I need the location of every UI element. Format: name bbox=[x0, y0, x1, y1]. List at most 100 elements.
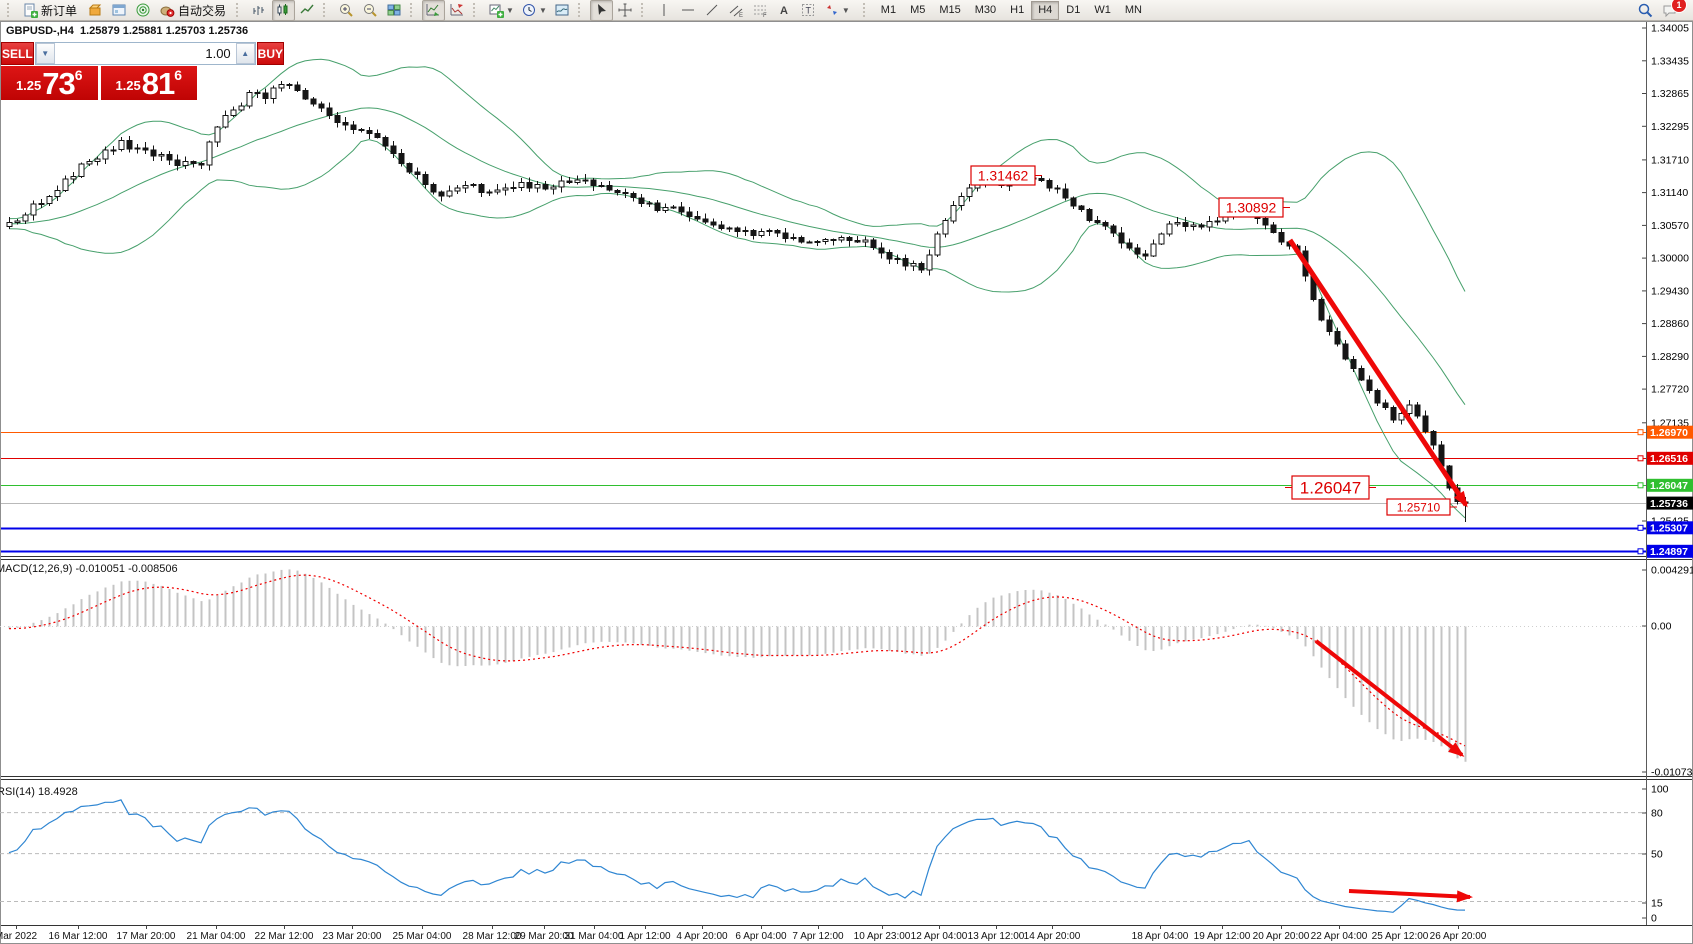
textA-icon: A bbox=[780, 5, 788, 17]
bug-icon bbox=[160, 6, 175, 17]
toolbar-separator bbox=[862, 3, 871, 17]
svg-text:1.24897: 1.24897 bbox=[1650, 546, 1688, 558]
svg-text:14 Apr 20:00: 14 Apr 20:00 bbox=[1024, 931, 1081, 942]
red-arrow-1[interactable] bbox=[1287, 238, 1469, 508]
market-watch-button[interactable] bbox=[84, 0, 107, 21]
annotation-box-1.25710[interactable] bbox=[1386, 498, 1451, 516]
timeframe-m1-button[interactable]: M1 bbox=[880, 4, 897, 16]
price-tag-1.25307 bbox=[1647, 521, 1693, 535]
svg-text:1.30570: 1.30570 bbox=[1651, 220, 1689, 232]
buy-button[interactable]: BUY bbox=[256, 42, 285, 65]
tile-windows-button[interactable] bbox=[383, 0, 406, 21]
price-axis: 1.34005 1.33435 1.32865 1.32295 1.31710 1.311… bbox=[1637, 23, 1693, 558]
equidistant-channel-button[interactable]: E bbox=[725, 0, 748, 21]
timeframe-m5-button[interactable]: M5 bbox=[910, 4, 926, 16]
svg-text:1.33435: 1.33435 bbox=[1651, 55, 1689, 67]
svg-text:29 Mar 20:00: 29 Mar 20:00 bbox=[515, 931, 574, 942]
main-toolbar: 新订单 自动交易 ▼ ▼ E F A T ▼ M1 M5 M15 M30 H1 H4 D1 W1 MN 1 bbox=[0, 0, 1693, 21]
candlestick-chart-button[interactable] bbox=[272, 0, 296, 21]
new-order-button[interactable]: 新订单 bbox=[19, 0, 83, 21]
annotation-box-1.31462[interactable] bbox=[970, 165, 1036, 186]
data-window-button[interactable] bbox=[108, 0, 131, 21]
price-annotations[interactable]: 1.31462 1.30892 1.26047 1.25710 bbox=[970, 165, 1457, 516]
fibonacci-button[interactable]: F bbox=[749, 0, 772, 21]
volume-increase-button[interactable]: ▲ bbox=[235, 43, 255, 64]
volume-decrease-button[interactable]: ▼ bbox=[35, 43, 55, 64]
svg-text:F: F bbox=[763, 13, 767, 19]
add-indicator-button[interactable]: ▼ bbox=[485, 0, 517, 21]
svg-text:1.27720: 1.27720 bbox=[1651, 384, 1689, 396]
hline-icon bbox=[681, 9, 694, 10]
navigator-button[interactable] bbox=[132, 0, 155, 21]
svg-text:1.32295: 1.32295 bbox=[1651, 121, 1689, 133]
volume-input[interactable] bbox=[54, 43, 236, 64]
svg-text:18 Apr 04:00: 18 Apr 04:00 bbox=[1132, 931, 1189, 942]
timeframe-d1-button[interactable]: D1 bbox=[1066, 4, 1081, 16]
timeframe-mn-button[interactable]: MN bbox=[1124, 4, 1142, 16]
volume-spinner: ▼ ▲ bbox=[34, 42, 256, 65]
svg-text:1 Apr 12:00: 1 Apr 12:00 bbox=[619, 931, 671, 942]
candles-icon bbox=[277, 3, 288, 15]
svg-text:1.34005: 1.34005 bbox=[1651, 23, 1689, 35]
zoom-in-button[interactable] bbox=[335, 0, 358, 21]
line-chart-button[interactable] bbox=[296, 0, 319, 21]
indicator-windows-button[interactable] bbox=[446, 0, 469, 21]
vertical-line-button[interactable] bbox=[653, 0, 676, 21]
buy-price-big: 81 bbox=[141, 66, 175, 101]
svg-text:1.30000: 1.30000 bbox=[1651, 253, 1689, 265]
buy-price-display[interactable]: 1.25 81 6 bbox=[100, 66, 197, 101]
text-button[interactable]: A bbox=[773, 0, 796, 21]
svg-text:13 Apr 12:00: 13 Apr 12:00 bbox=[968, 931, 1025, 942]
time-axis: Mar 2022 16 Mar 12:00 17 Mar 20:00 21 Mar 0… bbox=[0, 925, 1487, 942]
notification-badge: 1 bbox=[1671, 0, 1687, 13]
text-label-button[interactable]: T bbox=[797, 0, 820, 21]
buy-price-prefix: 1.25 bbox=[115, 78, 141, 93]
timeframe-h4-button[interactable]: H4 bbox=[1031, 0, 1060, 20]
timeframe-w1-button[interactable]: W1 bbox=[1094, 4, 1111, 16]
annotation-box-1.26047[interactable] bbox=[1291, 475, 1370, 500]
timeframe-m15-button[interactable]: M15 bbox=[939, 4, 961, 16]
red-arrow-2[interactable] bbox=[1314, 639, 1465, 757]
svg-text:1.31140: 1.31140 bbox=[1651, 187, 1688, 199]
horizontal-level-lines[interactable] bbox=[0, 432, 1646, 553]
arrows-button[interactable]: ▼ bbox=[821, 0, 853, 21]
zoom-out-button[interactable] bbox=[359, 0, 382, 21]
trendline-button[interactable] bbox=[701, 0, 724, 21]
timeframe-m30-button[interactable]: M30 bbox=[974, 4, 997, 16]
indicator2-icon bbox=[450, 3, 464, 15]
chat-button[interactable]: 1 bbox=[1662, 0, 1687, 19]
svg-text:T: T bbox=[805, 5, 811, 15]
trendline-icon bbox=[706, 4, 718, 15]
cursor-button[interactable] bbox=[589, 0, 613, 21]
crosshair-icon bbox=[618, 3, 632, 16]
annotation-box-1.30892[interactable] bbox=[1218, 197, 1284, 218]
red-arrow-3[interactable] bbox=[1348, 889, 1473, 903]
sell-price-display[interactable]: 1.25 73 6 bbox=[1, 66, 98, 100]
svg-text:1.26970: 1.26970 bbox=[1650, 427, 1688, 439]
svg-text:20 Apr 20:00: 20 Apr 20:00 bbox=[1253, 931, 1310, 942]
rsi-axis: 100 80 50 15 0 bbox=[1642, 784, 1669, 925]
rsi-pane bbox=[0, 799, 1646, 913]
svg-text:0.004291: 0.004291 bbox=[1651, 565, 1693, 577]
timeframe-h1-button[interactable]: H1 bbox=[1010, 4, 1025, 16]
search-button[interactable] bbox=[1637, 2, 1654, 19]
zoom-out-icon bbox=[364, 3, 377, 17]
periods-button[interactable]: ▼ bbox=[518, 0, 550, 21]
svg-text:17 Mar 20:00: 17 Mar 20:00 bbox=[117, 931, 176, 942]
bar-chart-button[interactable] bbox=[248, 0, 271, 21]
add-chart-icon bbox=[489, 4, 505, 18]
macd-axis: 0.004291 0.00 -0.010734 bbox=[1642, 565, 1693, 779]
crosshair-button[interactable] bbox=[614, 0, 637, 21]
autotrading-button[interactable]: 自动交易 bbox=[156, 0, 232, 21]
horizontal-line-button[interactable] bbox=[677, 0, 700, 21]
templates-button[interactable] bbox=[551, 0, 574, 21]
svg-text:1.25710: 1.25710 bbox=[1397, 500, 1441, 514]
toolbar-separator bbox=[473, 3, 481, 17]
svg-text:22 Mar 12:00: 22 Mar 12:00 bbox=[255, 931, 314, 942]
clock-icon bbox=[522, 3, 535, 16]
sell-button[interactable]: SELL bbox=[1, 42, 34, 65]
trend-arrows[interactable] bbox=[1287, 238, 1473, 903]
indicators-button[interactable] bbox=[422, 0, 446, 21]
macd-pane bbox=[0, 569, 1646, 762]
